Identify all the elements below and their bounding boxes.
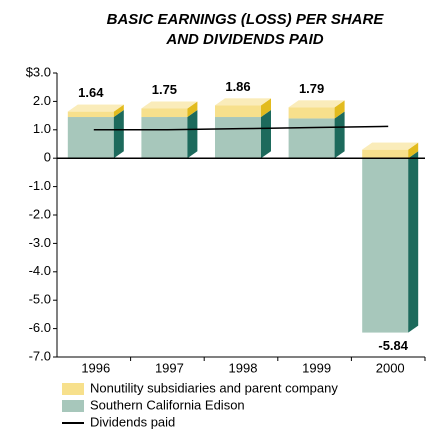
total-label: 1.79	[299, 81, 324, 96]
y-tick-label: -2.0	[29, 206, 51, 221]
bar-segment	[141, 108, 188, 118]
y-tick-label: 0	[44, 150, 51, 165]
bar-side	[113, 110, 124, 159]
bar-top	[362, 142, 419, 150]
x-tick-label: 1999	[302, 360, 331, 375]
bar-side	[334, 100, 345, 119]
y-tick-label: -6.0	[29, 320, 51, 335]
bar-segment	[215, 117, 261, 159]
bar-side	[334, 111, 345, 159]
x-tick-label: 1998	[229, 360, 258, 375]
total-label: 1.75	[152, 82, 177, 97]
bar-top	[215, 98, 271, 106]
chart-title: BASIC EARNINGS (LOSS) PER SHARE	[107, 11, 385, 28]
y-tick-label: 2.0	[33, 93, 51, 108]
legend-swatch	[62, 383, 84, 395]
x-tick-label: 1996	[81, 360, 110, 375]
chart-title: AND DIVIDENDS PAID	[165, 31, 323, 48]
bar-top	[141, 101, 198, 109]
bar-side	[187, 101, 198, 118]
bar-top-light	[288, 100, 345, 108]
y-tick-label: -3.0	[29, 235, 51, 250]
bar-top-light	[67, 104, 124, 112]
bar-segment	[141, 117, 188, 159]
bar-side	[408, 151, 419, 333]
bar-side	[261, 98, 271, 118]
legend-label: Dividends paid	[90, 414, 175, 429]
bar-top-light	[362, 142, 419, 150]
total-label: -5.84	[378, 338, 408, 353]
bar-side	[408, 142, 419, 159]
bar-segment	[288, 107, 335, 119]
x-tick-label: 1997	[155, 360, 184, 375]
x-tick-label: 2000	[376, 360, 405, 375]
total-label: 1.64	[78, 85, 104, 100]
bar-top	[67, 104, 124, 112]
y-tick-label: $3.0	[26, 64, 51, 79]
legend-swatch	[62, 400, 84, 412]
dividends-line	[93, 125, 389, 131]
y-tick-label: 1.0	[33, 121, 51, 136]
bar-side	[261, 110, 271, 159]
bar-segment	[362, 149, 409, 159]
bar-segment	[67, 111, 114, 118]
bar-top-light	[215, 98, 271, 106]
bar-segment	[67, 117, 114, 159]
bar-side	[113, 104, 124, 118]
bar-segment	[215, 105, 261, 118]
y-tick-label: -5.0	[29, 292, 51, 307]
bar-top-light	[141, 101, 198, 109]
bar-side	[187, 110, 198, 159]
y-tick-label: -4.0	[29, 263, 51, 278]
legend-label: Southern California Edison	[90, 397, 245, 412]
total-label: 1.86	[225, 79, 250, 94]
y-tick-label: -1.0	[29, 178, 51, 193]
bar-segment	[362, 158, 409, 333]
bar-segment	[288, 118, 335, 159]
bar-top	[288, 100, 345, 108]
y-tick-label: -7.0	[29, 348, 51, 363]
legend-label: Nonutility subsidiaries and parent compa…	[90, 380, 338, 395]
